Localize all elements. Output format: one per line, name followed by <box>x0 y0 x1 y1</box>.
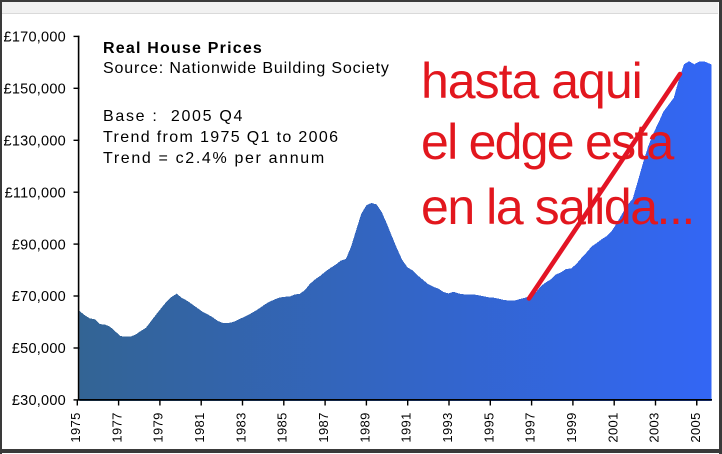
svg-text:1995: 1995 <box>481 412 496 442</box>
svg-text:£30,000: £30,000 <box>12 393 66 409</box>
svg-text:1985: 1985 <box>275 412 290 442</box>
svg-text:£150,000: £150,000 <box>4 82 66 98</box>
svg-text:1977: 1977 <box>109 412 124 442</box>
svg-text:2001: 2001 <box>605 412 620 442</box>
svg-text:£110,000: £110,000 <box>5 185 66 201</box>
svg-text:1991: 1991 <box>399 412 414 442</box>
svg-text:1993: 1993 <box>440 412 455 442</box>
svg-text:£50,000: £50,000 <box>12 341 66 357</box>
svg-text:£70,000: £70,000 <box>12 289 66 305</box>
svg-text:2005: 2005 <box>688 412 703 442</box>
svg-text:1981: 1981 <box>192 412 207 442</box>
svg-text:1989: 1989 <box>357 412 372 442</box>
svg-text:1999: 1999 <box>564 412 579 442</box>
svg-text:1979: 1979 <box>151 412 166 442</box>
svg-text:£130,000: £130,000 <box>4 134 66 150</box>
svg-text:1997: 1997 <box>523 412 538 442</box>
svg-text:£90,000: £90,000 <box>12 237 66 253</box>
svg-text:1983: 1983 <box>233 412 248 442</box>
svg-text:2003: 2003 <box>647 412 662 442</box>
svg-text:£170,000: £170,000 <box>4 30 66 46</box>
svg-text:1987: 1987 <box>316 412 331 442</box>
svg-text:1975: 1975 <box>68 412 83 442</box>
